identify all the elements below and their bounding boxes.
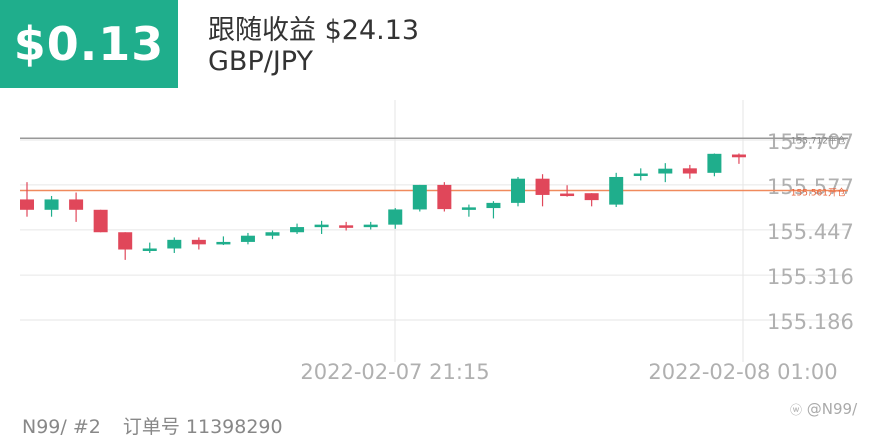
watermark-text: @N99/ — [806, 400, 858, 418]
candle-down — [20, 199, 34, 210]
open-price-label: 155.561开仓 — [791, 186, 846, 198]
follow-profit-label: 跟随收益 — [208, 15, 316, 46]
candle-down — [118, 232, 133, 250]
candle-up — [609, 176, 624, 205]
y-tick-label: 155.707 — [767, 130, 854, 154]
profit-badge: $0.13 — [0, 0, 178, 88]
candle-up — [167, 239, 182, 249]
candle-up — [658, 168, 673, 174]
order-number: 11398290 — [185, 416, 283, 438]
candle-down — [93, 209, 108, 233]
candle-down — [437, 184, 452, 210]
candle-up — [486, 202, 501, 209]
candle-down — [339, 225, 354, 228]
candle-up — [240, 235, 255, 242]
candle-up — [511, 178, 525, 203]
x-tick-label: 2022-02-07 21:15 — [300, 360, 489, 384]
y-tick-label: 155.577 — [767, 175, 854, 199]
candle-down — [560, 193, 575, 197]
y-tick-label: 155.186 — [767, 310, 854, 334]
currency-pair: GBP/JPY — [208, 46, 313, 77]
close-price-label: 155.712平仓 — [791, 134, 846, 146]
follow-profit-title: 跟随收益 $24.13 — [208, 8, 419, 47]
candle-up — [290, 227, 305, 233]
y-tick-label: 155.316 — [767, 265, 854, 289]
follow-profit-value: $24.13 — [324, 15, 420, 46]
candle-up — [216, 241, 231, 245]
candle-up — [363, 224, 378, 228]
candle-up — [265, 232, 280, 236]
candle-up — [633, 173, 648, 177]
candle-up — [314, 224, 329, 228]
candle-down — [69, 199, 84, 210]
y-tick-label: 155.447 — [767, 220, 854, 244]
order-info: N99/ #2 订单号 11398290 — [22, 412, 283, 439]
watermark: ⓦ @N99/ — [790, 400, 857, 418]
candle-up — [388, 209, 403, 225]
weibo-icon: ⓦ — [790, 403, 803, 417]
account-id: N99/ #2 — [22, 416, 101, 438]
candle-up — [461, 207, 476, 210]
candle-up — [412, 184, 427, 210]
candle-down — [682, 168, 697, 174]
candle-down — [191, 239, 206, 245]
profit-value: $0.13 — [13, 17, 165, 71]
candle-up — [44, 199, 59, 210]
candle-down — [535, 178, 550, 195]
candle-up — [142, 248, 157, 251]
candle-up — [707, 153, 722, 173]
candle-down — [731, 154, 746, 158]
x-tick-label: 2022-02-08 01:00 — [648, 360, 837, 384]
candle-down — [584, 193, 599, 201]
order-label: 订单号 — [122, 416, 180, 438]
